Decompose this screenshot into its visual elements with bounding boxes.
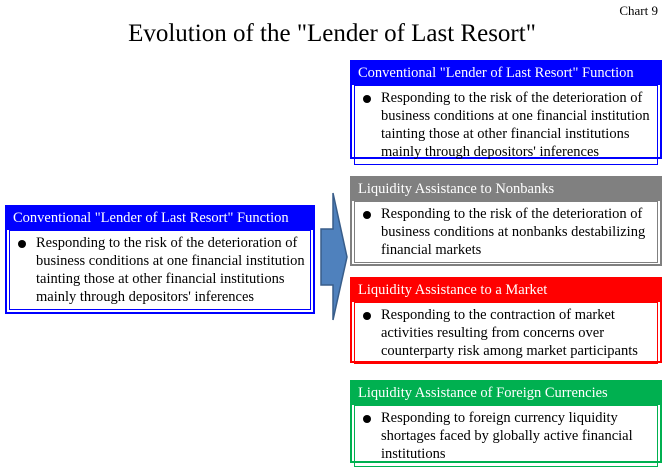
bullet-icon <box>363 312 371 320</box>
right-box-4: Liquidity Assistance of Foreign Currenci… <box>350 380 662 467</box>
bullet-icon <box>363 211 371 219</box>
right-box-1: Conventional "Lender of Last Resort" Fun… <box>350 60 662 165</box>
right-box-text: Responding to the contraction of market … <box>381 307 638 359</box>
chart-label: Chart 9 <box>619 3 658 18</box>
left-box-body: Responding to the risk of the deteriorat… <box>9 230 311 310</box>
left-box-text: Responding to the risk of the deteriorat… <box>36 235 305 305</box>
left-box: Conventional "Lender of Last Resort" Fun… <box>5 205 315 314</box>
right-box-text: Responding to the risk of the deteriorat… <box>381 206 646 258</box>
bullet-icon <box>18 240 26 248</box>
right-box-body: Responding to foreign currency liquidity… <box>354 405 658 467</box>
bullet-icon <box>363 415 371 423</box>
bullet-icon <box>363 95 371 103</box>
right-box-text: Responding to the risk of the deteriorat… <box>381 90 650 160</box>
right-box-header: Liquidity Assistance to Nonbanks <box>352 178 660 201</box>
right-box-body: Responding to the risk of the deteriorat… <box>354 85 658 165</box>
right-box-body: Responding to the risk of the deteriorat… <box>354 201 658 263</box>
right-box-header: Liquidity Assistance to a Market <box>352 279 660 302</box>
left-box-header: Conventional "Lender of Last Resort" Fun… <box>7 207 313 230</box>
page-title: Evolution of the "Lender of Last Resort" <box>128 20 536 47</box>
right-box-header: Liquidity Assistance of Foreign Currenci… <box>352 382 660 405</box>
right-box-3: Liquidity Assistance to a Market Respond… <box>350 277 662 364</box>
right-box-body: Responding to the contraction of market … <box>354 302 658 364</box>
right-box-2: Liquidity Assistance to Nonbanks Respond… <box>350 176 662 266</box>
right-box-text: Responding to foreign currency liquidity… <box>381 410 633 462</box>
right-box-header: Conventional "Lender of Last Resort" Fun… <box>352 62 660 85</box>
